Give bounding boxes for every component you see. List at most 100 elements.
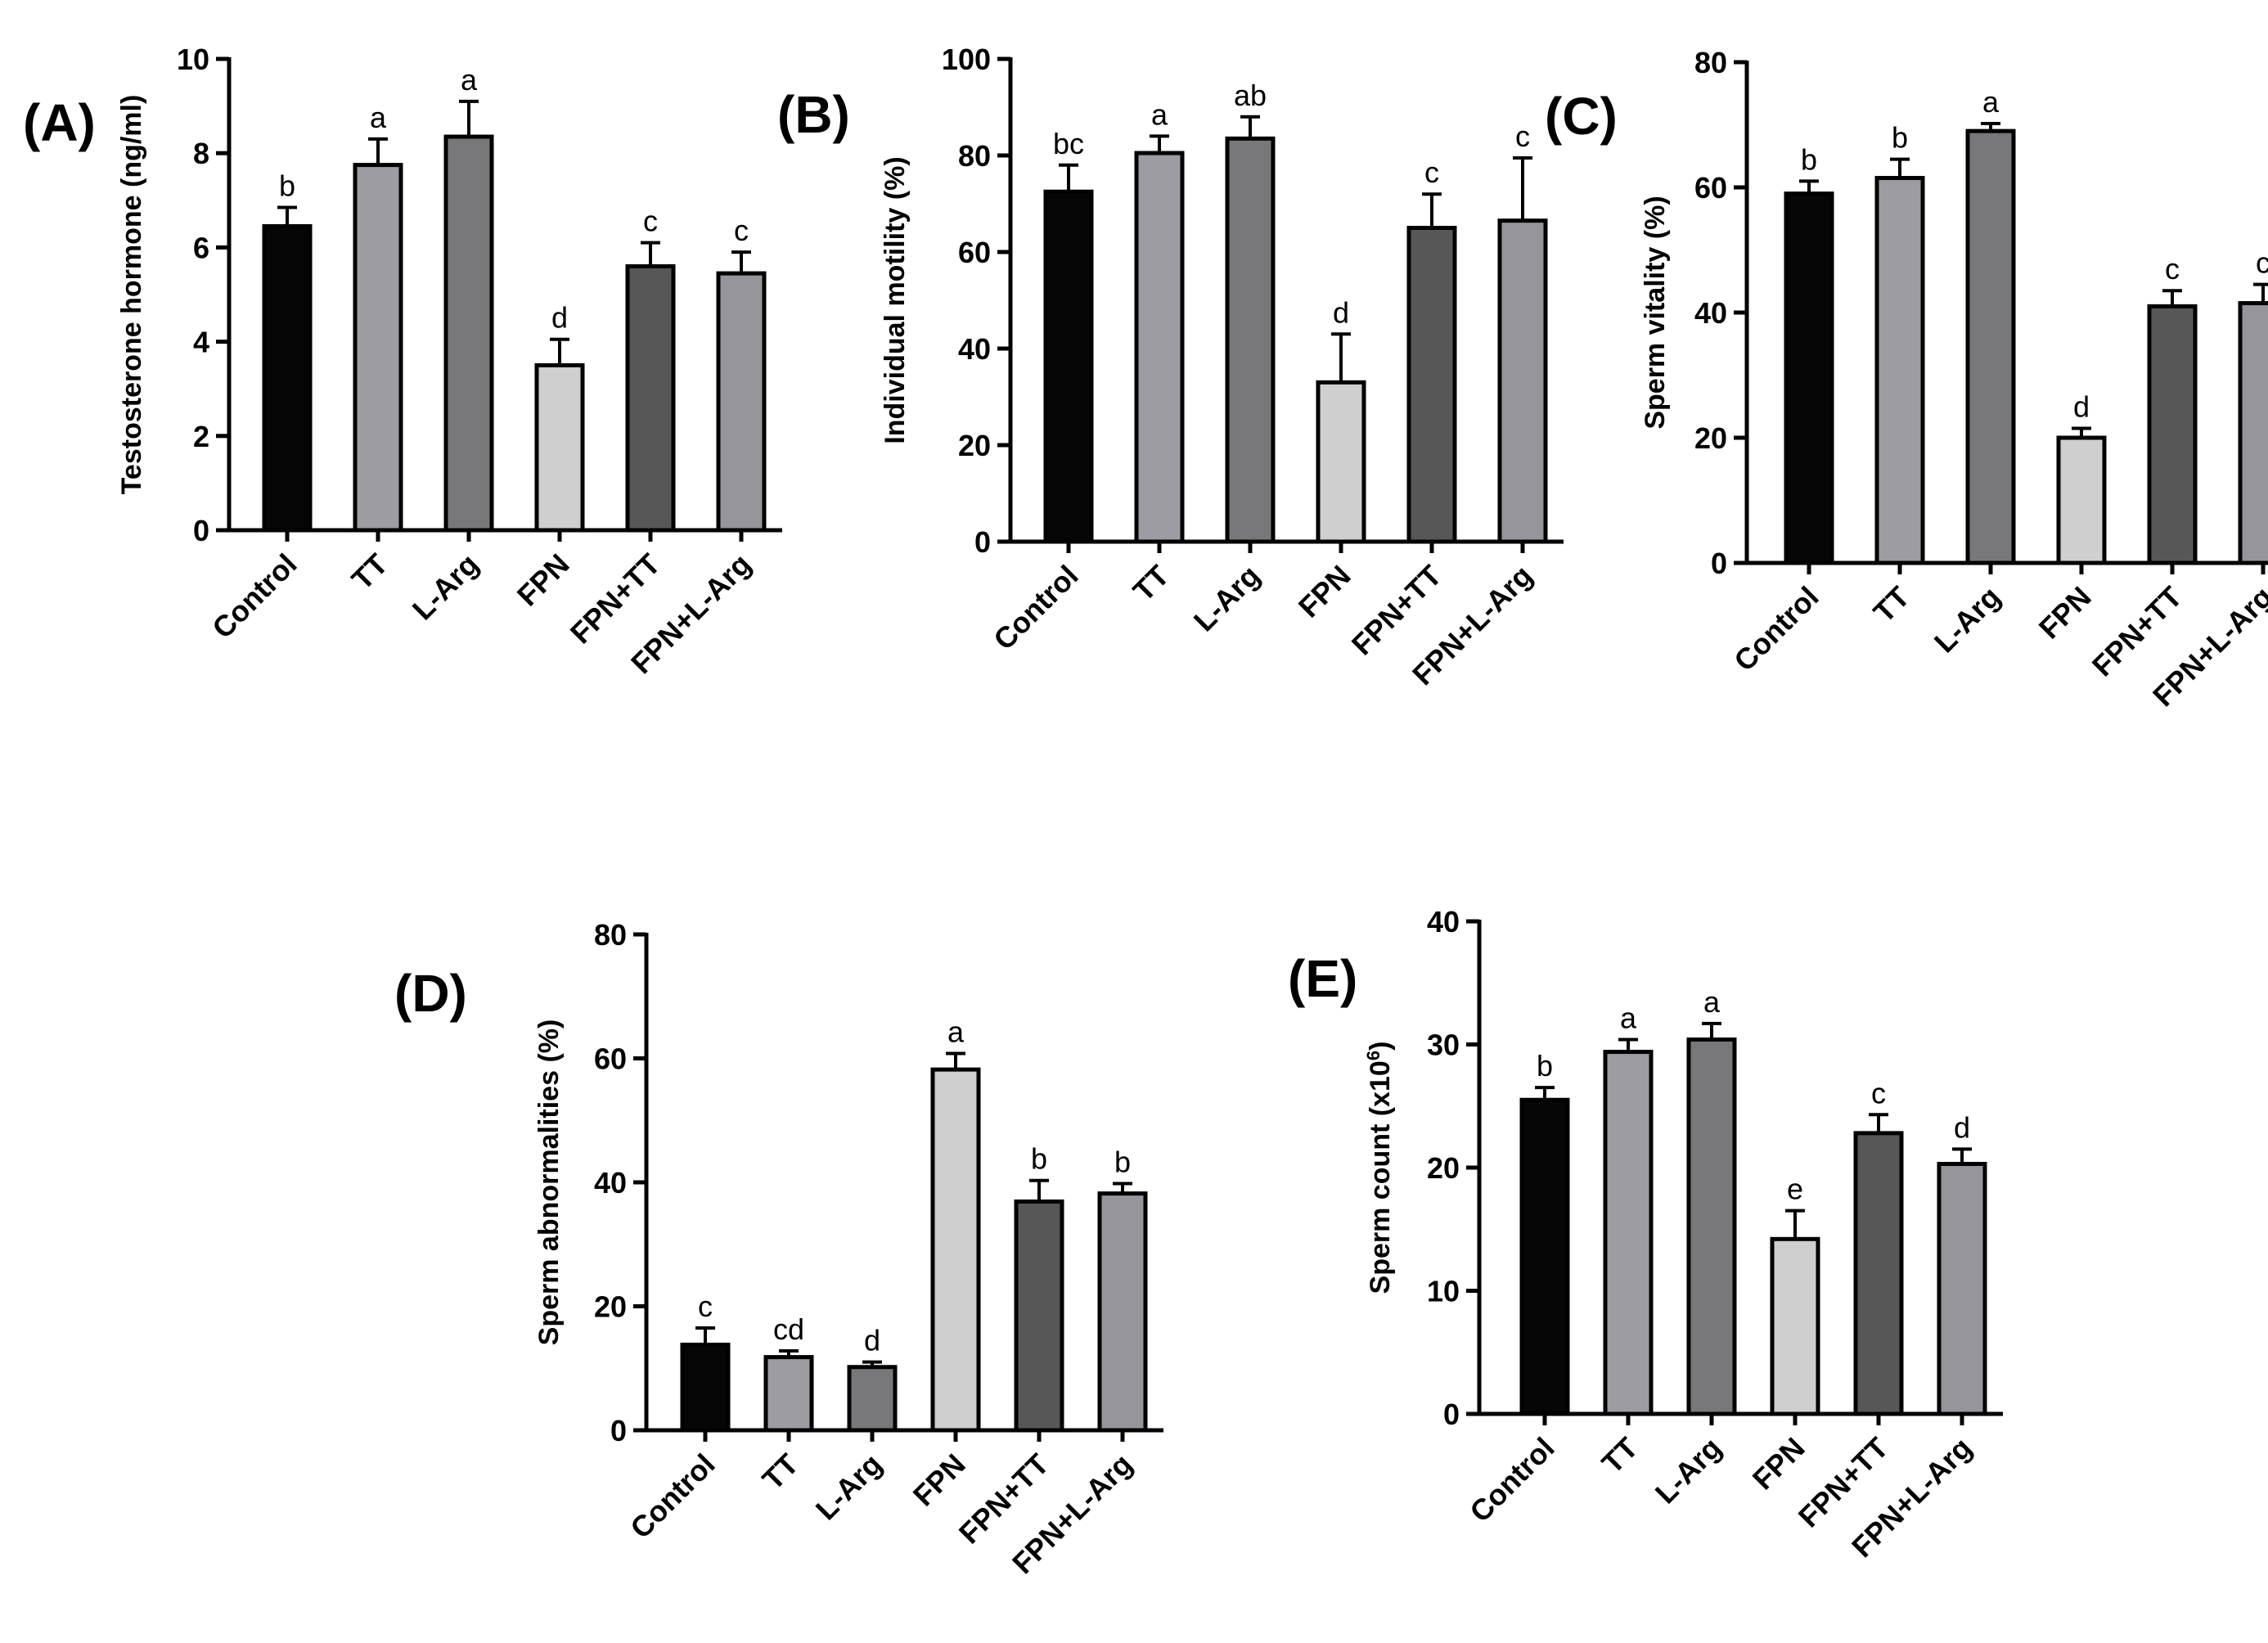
- panel-b: (B) Individual motility (%) bc Control a TT ab…: [777, 43, 1564, 691]
- bar-tt: [1603, 1050, 1654, 1416]
- category-label: TT: [1595, 1431, 1645, 1480]
- y-axis-label: Individual motility (%): [880, 156, 911, 443]
- y-tick-label: 100: [942, 43, 991, 76]
- category-label: Control: [623, 1447, 721, 1545]
- bar-l-arg: [1686, 1037, 1737, 1416]
- error-bar: [2253, 282, 2268, 304]
- bar-control: [680, 1342, 731, 1433]
- significance-letter: c: [1515, 119, 1530, 153]
- significance-letter: d: [2073, 390, 2090, 424]
- error-bar: [1799, 179, 1819, 194]
- error-bar: [1331, 332, 1351, 383]
- panel-label: (E): [1288, 949, 1357, 1008]
- panel-label: (D): [394, 964, 467, 1023]
- bar-fpn-l-arg: [1497, 218, 1548, 544]
- significance-letter: ab: [1234, 79, 1267, 112]
- significance-letter: d: [551, 301, 568, 335]
- significance-letter: c: [643, 205, 658, 238]
- error-bar: [1240, 115, 1260, 139]
- category-label: L-Arg: [406, 547, 485, 627]
- bar-tt: [1134, 151, 1185, 544]
- y-axis-label: Testosterone hormone (ng/ml): [116, 95, 147, 495]
- significance-letter: b: [1537, 1049, 1553, 1083]
- significance-letter: b: [1892, 121, 1908, 155]
- panel-label: (B): [777, 85, 850, 144]
- bar-fpn: [1770, 1236, 1820, 1416]
- significance-letter: c: [2165, 252, 2180, 286]
- y-tick-label: 40: [1694, 296, 1727, 330]
- bar-tt: [763, 1355, 814, 1433]
- category-label: Control: [1463, 1431, 1560, 1528]
- y-tick-label: 30: [1427, 1029, 1460, 1062]
- bar-l-arg: [1965, 128, 2016, 565]
- category-label: Control: [987, 559, 1084, 656]
- y-tick-label: 60: [594, 1042, 627, 1076]
- bar-fpn: [1316, 380, 1366, 544]
- error-bar: [1981, 121, 2000, 132]
- error-bar: [1618, 1038, 1638, 1052]
- y-tick-label: 40: [1427, 905, 1460, 939]
- category-label: TT: [345, 547, 394, 596]
- bar-fpn-tt: [1853, 1131, 1904, 1416]
- bar-l-arg: [443, 134, 494, 533]
- category-label: L-Arg: [809, 1447, 889, 1527]
- panel-label: (A): [23, 93, 96, 152]
- bar-fpn-l-arg: [716, 271, 767, 533]
- error-bar: [1059, 163, 1078, 192]
- bar-fpn-tt: [1406, 226, 1457, 544]
- y-tick-label: 40: [958, 332, 991, 366]
- error-bar: [641, 241, 660, 267]
- significance-letter: bc: [1053, 127, 1084, 160]
- y-tick-label: 60: [1694, 171, 1727, 205]
- y-tick-label: 10: [177, 43, 209, 76]
- bar-tt: [1874, 176, 1925, 565]
- bar-fpn-tt: [1014, 1199, 1064, 1433]
- bar-fpn-l-arg: [1937, 1161, 1987, 1416]
- significance-letter: a: [1620, 1001, 1637, 1034]
- significance-letter: d: [1954, 1110, 1970, 1144]
- bar-control: [262, 223, 313, 533]
- error-bar: [1150, 134, 1169, 154]
- bar-control: [1043, 189, 1094, 544]
- bar-l-arg: [1225, 136, 1276, 544]
- error-bar: [946, 1051, 965, 1070]
- significance-letter: a: [1982, 85, 2000, 119]
- y-axis-label: Sperm count (x106): [1363, 1042, 1397, 1294]
- y-tick-label: 40: [594, 1166, 627, 1200]
- y-tick-label: 80: [958, 139, 991, 173]
- error-bar: [1702, 1021, 1721, 1040]
- panel-a: (A) Testosterone hormone (ng/ml) b Control a…: [23, 43, 782, 680]
- error-bar: [277, 205, 297, 227]
- y-tick-label: 20: [958, 429, 991, 462]
- error-bar: [731, 250, 751, 274]
- error-bar: [1513, 155, 1532, 221]
- significance-letter: c: [734, 214, 749, 247]
- y-tick-label: 80: [1694, 46, 1727, 79]
- y-tick-label: 10: [1427, 1275, 1460, 1308]
- error-bar: [1785, 1209, 1805, 1240]
- error-bar: [1113, 1182, 1132, 1194]
- bar-l-arg: [847, 1365, 898, 1433]
- y-tick-label: 4: [193, 326, 209, 359]
- bar-fpn-l-arg: [1097, 1191, 1148, 1433]
- category-label: TT: [1867, 580, 1916, 629]
- significance-letter: c: [1871, 1076, 1886, 1110]
- error-bar: [862, 1360, 882, 1367]
- category-label: L-Arg: [1187, 559, 1267, 638]
- category-label: Control: [205, 547, 303, 645]
- significance-letter: a: [461, 63, 478, 97]
- bar-fpn: [2056, 435, 2107, 565]
- panel-label: (C): [1545, 87, 1618, 146]
- bar-fpn: [534, 362, 585, 533]
- significance-letter: c: [2256, 246, 2268, 280]
- y-tick-label: 6: [193, 231, 209, 264]
- category-label: FPN: [2032, 580, 2098, 646]
- significance-letter: a: [947, 1015, 965, 1048]
- significance-letter: a: [1151, 97, 1168, 131]
- y-tick-label: 0: [1711, 547, 1727, 580]
- bar-fpn: [930, 1067, 981, 1433]
- y-tick-label: 20: [1694, 421, 1727, 455]
- error-bar: [1029, 1178, 1049, 1202]
- y-tick-label: 0: [610, 1414, 627, 1447]
